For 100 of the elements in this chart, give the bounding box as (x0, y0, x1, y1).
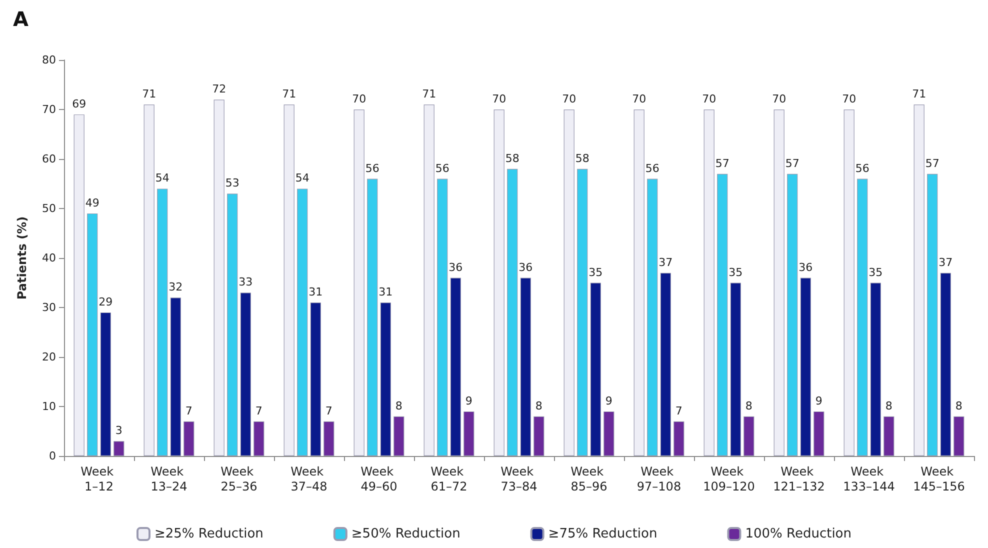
data-label: 36 (798, 260, 813, 274)
bar (100, 312, 111, 456)
data-label: 35 (868, 266, 883, 279)
bar (870, 282, 881, 456)
y-tick-label: 50 (42, 202, 56, 215)
bar (437, 178, 448, 456)
bar (170, 298, 181, 456)
data-label: 57 (925, 156, 940, 170)
bar (507, 168, 518, 456)
data-label: 7 (675, 404, 682, 418)
bar (227, 194, 238, 456)
data-label: 37 (658, 256, 673, 269)
data-label: 53 (225, 176, 240, 190)
bar (914, 104, 924, 456)
data-label: 7 (325, 404, 332, 418)
data-label: 8 (535, 399, 542, 412)
chart-title: A (13, 7, 29, 31)
x-tick-label: Week 73–84 (500, 464, 538, 494)
data-label: 31 (308, 286, 323, 299)
bar (857, 178, 868, 456)
bar (114, 441, 124, 456)
bar (634, 110, 644, 456)
bar (87, 213, 98, 456)
x-tick-label: Week 49–60 (360, 464, 398, 494)
bar (450, 278, 461, 456)
bar (884, 416, 894, 456)
bar (590, 282, 601, 456)
x-tick-label: Week 133–144 (843, 464, 895, 494)
data-label: 70 (492, 92, 506, 106)
bar (324, 421, 334, 456)
data-label: 33 (238, 276, 253, 289)
data-label: 29 (98, 295, 113, 308)
data-label: 8 (745, 399, 752, 412)
data-label: 56 (365, 162, 380, 175)
y-tick-label: 40 (42, 252, 56, 264)
bar (744, 416, 754, 456)
bar (730, 282, 741, 456)
bar (284, 104, 294, 456)
y-tick-label: 60 (42, 152, 56, 166)
bar (494, 110, 504, 456)
bar (717, 174, 728, 456)
bar (184, 421, 194, 456)
bar (464, 411, 474, 456)
bar (604, 411, 614, 456)
y-tick-label: 70 (42, 103, 56, 116)
y-tick-label: 10 (42, 400, 56, 413)
bar (240, 292, 251, 456)
bar (310, 302, 321, 456)
x-tick-label: Week 25–36 (220, 464, 258, 494)
bar (814, 411, 824, 456)
bar (660, 272, 671, 456)
data-label: 56 (855, 162, 870, 175)
bar (954, 416, 964, 456)
data-label: 9 (605, 394, 612, 408)
bar (940, 272, 951, 456)
bar (254, 421, 264, 456)
data-label: 56 (645, 162, 660, 175)
x-tick-label: Week 1–12 (80, 464, 118, 494)
bar (534, 416, 544, 456)
data-label: 32 (168, 280, 183, 294)
x-tick-label: Week 61–72 (430, 464, 468, 494)
bar (297, 188, 308, 456)
bar (774, 110, 784, 456)
x-tick-label: Week 121–132 (773, 464, 825, 494)
data-label: 71 (912, 88, 926, 101)
bar (367, 178, 378, 456)
data-label: 35 (728, 266, 743, 279)
bar (144, 104, 154, 456)
x-tick-label: Week 37–48 (290, 464, 328, 494)
data-label: 70 (842, 92, 856, 106)
bar (424, 104, 434, 456)
data-label: 7 (185, 404, 192, 418)
x-tick-label: Week 109–120 (703, 464, 755, 494)
bar (380, 302, 391, 456)
bar (577, 168, 588, 456)
bar (214, 100, 224, 456)
data-label: 31 (378, 286, 393, 299)
data-label: 70 (562, 92, 576, 106)
bar (927, 174, 938, 456)
data-label: 8 (395, 399, 402, 412)
data-label: 57 (715, 156, 730, 170)
data-label: 72 (212, 82, 226, 96)
y-tick-label: 80 (42, 54, 56, 66)
data-label: 37 (938, 256, 953, 269)
bar (564, 110, 574, 456)
x-tick-label: Week 145–156 (913, 464, 965, 494)
data-label: 70 (632, 92, 646, 106)
data-label: 49 (85, 196, 100, 210)
data-label: 36 (518, 260, 533, 274)
data-label: 56 (435, 162, 450, 175)
bar (394, 416, 404, 456)
bar (674, 421, 684, 456)
data-label: 71 (422, 88, 436, 101)
x-tick-label: Week 13–24 (150, 464, 188, 494)
data-label: 69 (72, 97, 86, 110)
data-label: 9 (815, 394, 822, 408)
data-label: 70 (702, 92, 716, 106)
bar (354, 110, 364, 456)
legend-label: ≥50% Reduction (351, 526, 460, 542)
data-label: 71 (142, 88, 156, 101)
